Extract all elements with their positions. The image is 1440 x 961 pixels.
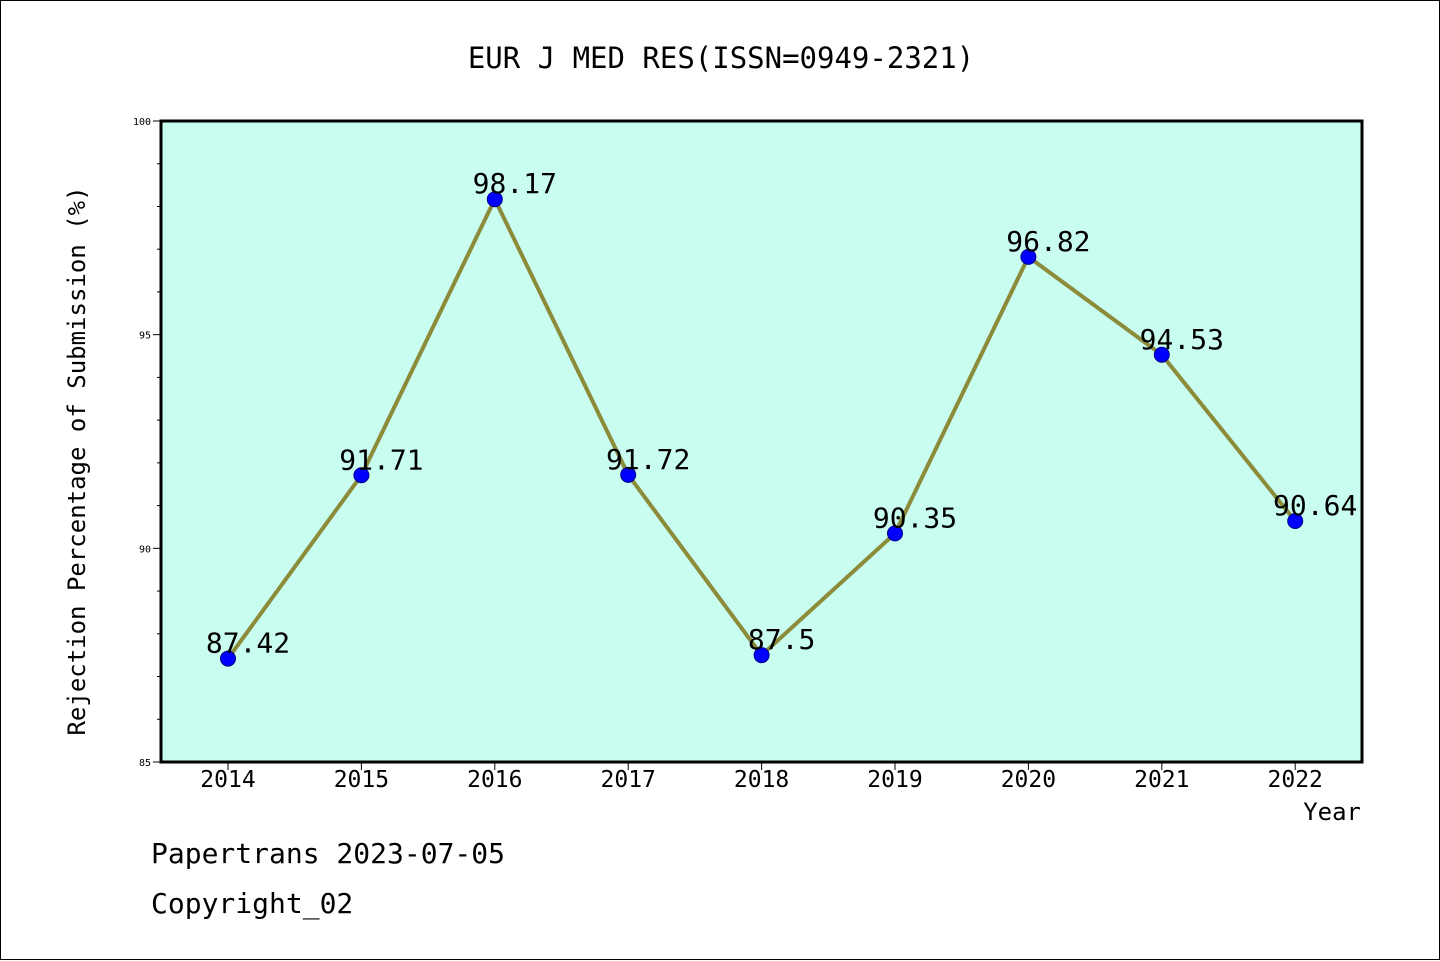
y-tick-label: 85	[139, 758, 151, 769]
x-tick-label-2021: 2021	[1134, 767, 1189, 793]
data-label-2019: 90.35	[873, 501, 957, 534]
data-label-2021: 94.53	[1140, 323, 1224, 356]
plot-area	[159, 119, 1364, 764]
x-axis-label: Year	[1303, 798, 1361, 826]
data-point-2022	[1287, 512, 1304, 529]
x-tick-label-2020: 2020	[1001, 767, 1056, 793]
data-point-2018	[753, 647, 770, 664]
y-axis-label: Rejection Percentage of Submission (%)	[63, 186, 91, 735]
y-tick-label: 100	[133, 117, 151, 128]
data-label-2018: 87.5	[748, 623, 815, 656]
footer-copyright: Copyright_02	[151, 887, 354, 920]
footer-date: Papertrans 2023-07-05	[151, 837, 506, 870]
data-point-2019	[887, 525, 903, 542]
data-label-2020: 96.82	[1006, 225, 1090, 258]
data-point-2021	[1153, 346, 1170, 363]
x-axis-ticks: 2014 2015 2016 2017 2018 2019 2020 2021 2022	[200, 762, 1323, 793]
data-labels: 87.42 91.71 98.17 91.72 87.5 90.35 96.82 94.53 9…	[206, 167, 1357, 659]
x-tick-label-2015: 2015	[334, 767, 389, 793]
chart-title: EUR J MED RES(ISSN=0949-2321)	[468, 41, 974, 75]
data-point-2017	[620, 466, 637, 483]
x-tick-label-2022: 2022	[1268, 767, 1323, 793]
y-tick-label: 90	[139, 544, 151, 555]
data-point-2020	[1020, 248, 1037, 265]
data-label-2015: 91.71	[339, 443, 423, 476]
x-tick-label-2017: 2017	[601, 767, 656, 793]
data-point-2016	[486, 191, 503, 208]
data-point-2014	[220, 650, 236, 667]
data-point-2015	[353, 467, 370, 484]
data-label-2017: 91.72	[606, 443, 690, 476]
data-markers	[220, 191, 1304, 667]
x-tick-label-2014: 2014	[200, 767, 255, 793]
x-tick-label-2018: 2018	[734, 767, 789, 793]
data-label-2014: 87.42	[206, 627, 290, 660]
y-minor-ticks	[157, 163, 161, 720]
y-axis-ticks: 85 90 95 100	[133, 117, 161, 769]
y-tick-label: 95	[139, 331, 151, 342]
x-tick-label-2019: 2019	[867, 767, 922, 793]
data-label-2022: 90.64	[1273, 489, 1357, 522]
data-label-2016: 98.17	[473, 167, 557, 200]
x-tick-label-2016: 2016	[467, 767, 522, 793]
